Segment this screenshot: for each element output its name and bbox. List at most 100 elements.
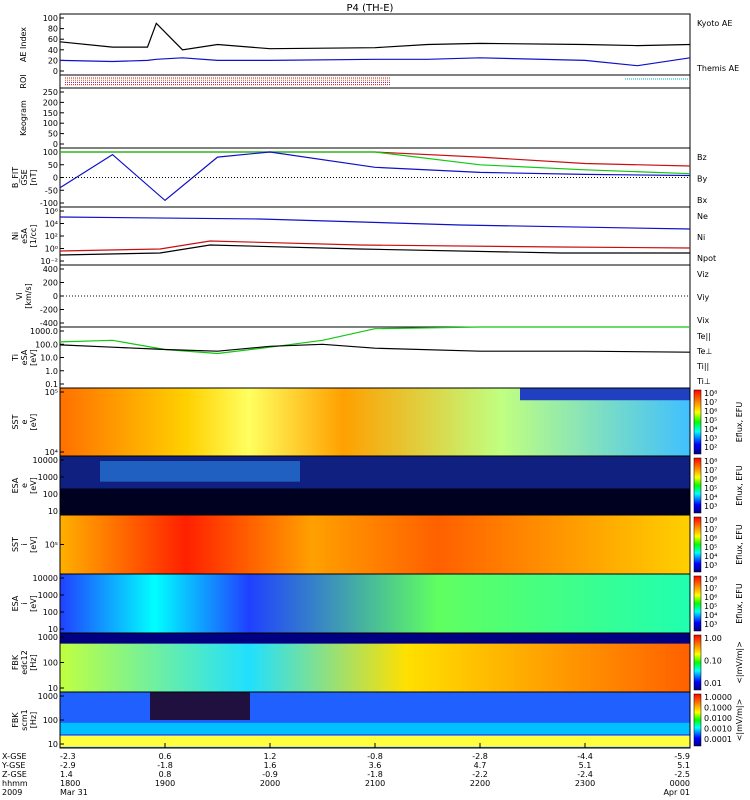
legend-entry: Bz — [697, 153, 707, 162]
panel-ylabel: [km/s] — [24, 283, 33, 309]
panel-ylabel: FBK — [11, 712, 20, 728]
x-axis-row-label: Z-GSE — [2, 770, 27, 779]
y-tick-label: 10⁶ — [45, 207, 58, 216]
x-tick-label: -2.5 — [674, 770, 690, 779]
colorbar-tick: 10⁸ — [704, 516, 717, 525]
y-tick-label: 1000 — [38, 591, 58, 600]
x-tick-label: -0.9 — [262, 770, 278, 779]
colorbar — [693, 634, 702, 691]
x-tick-label: -2.9 — [60, 761, 76, 770]
colorbar-tick: 10⁷ — [704, 466, 717, 475]
colorbar-tick: 1.00 — [704, 634, 722, 643]
colorbar — [693, 575, 702, 632]
series-line-ne — [59, 240, 691, 252]
y-tick-label: 10000 — [33, 456, 58, 465]
legend-entry: Themis AE — [696, 64, 739, 73]
colorbar — [693, 693, 702, 747]
x-tick-label: -2.3 — [60, 752, 76, 761]
x-tick-label: 2300 — [575, 779, 595, 788]
y-tick-label: 0 — [53, 67, 58, 76]
panel-ylabel: [nT] — [29, 169, 38, 185]
y-tick-label: 100.0 — [35, 340, 58, 349]
colorbar-tick: 10⁸ — [704, 575, 717, 584]
panel-ylabel: [1/cc] — [29, 225, 38, 248]
spectrogram-band — [150, 692, 250, 720]
y-tick-label: -50 — [45, 186, 58, 195]
spectrogram-band — [60, 722, 690, 734]
series-line-te-- — [59, 343, 691, 353]
x-tick-label: -5.9 — [674, 752, 690, 761]
x-tick-label: 5.1 — [579, 761, 592, 770]
colorbar-tick: 10⁸ — [704, 389, 717, 398]
x-tick-label: 1.4 — [60, 770, 73, 779]
x-tick-label: -1.8 — [367, 770, 383, 779]
panel-ylabel: ROI — [19, 74, 28, 88]
x-axis-row-label: Y-GSE — [1, 761, 25, 770]
y-tick-label: 200 — [43, 98, 58, 107]
colorbar-tick: 10⁴ — [704, 611, 717, 620]
colorbar-tick: 10³ — [704, 561, 717, 570]
colorbar-tick: 1.0000 — [704, 693, 732, 702]
y-tick-label: 20 — [48, 56, 58, 65]
y-tick-label: 10000 — [33, 574, 58, 583]
x-tick-label: 4.7 — [474, 761, 487, 770]
panel-vi: Vi [km/s] 400 200 0 -200 -400 Viz Viy Vix — [15, 264, 710, 328]
spectrogram-sst_i — [60, 515, 690, 574]
y-tick-label: 10⁵ — [45, 388, 58, 397]
y-tick-label: 10.0 — [40, 354, 58, 363]
x-tick-label: 1.2 — [264, 752, 277, 761]
spectrogram-band — [100, 461, 300, 482]
y-tick-label: 60 — [48, 35, 58, 44]
spectrogram-band — [520, 388, 690, 401]
y-tick-label: 100 — [43, 148, 58, 157]
colorbar-label: <|mV/m|> — [735, 699, 744, 742]
colorbar-tick: 10⁷ — [704, 525, 717, 534]
colorbar — [693, 457, 702, 514]
panel-ylabel: FBK — [11, 654, 20, 670]
panel-ylabel: i — [20, 543, 29, 545]
colorbar-tick: 10⁶ — [704, 407, 717, 416]
panel-ylabel: GSE — [20, 169, 29, 185]
y-tick-label: 50 — [48, 161, 58, 170]
colorbar-tick: 10⁴ — [704, 493, 717, 502]
panel-ylabel: [Hz] — [29, 712, 38, 728]
y-tick-label: 10 — [48, 507, 58, 516]
panel-frame — [59, 206, 691, 266]
x-tick-label: -0.8 — [367, 752, 383, 761]
y-tick-label: 100 — [43, 119, 58, 128]
x-axis-row-label: hhmm — [2, 779, 28, 788]
colorbar-tick: 10³ — [704, 434, 717, 443]
colorbar-label: <|mV/m|> — [735, 641, 744, 684]
panel-ylabel: i — [20, 602, 29, 604]
colorbar-tick: 10⁶ — [704, 593, 717, 602]
x-tick-label: 2200 — [470, 779, 490, 788]
legend-entry: Vix — [697, 316, 710, 325]
legend-entry: Ne — [697, 212, 708, 221]
spectrogram-band — [60, 488, 690, 515]
colorbar-tick: 0.01 — [704, 679, 722, 688]
series-line-by — [60, 151, 691, 175]
y-tick-label: 80 — [48, 25, 58, 34]
legend-entry: Kyoto AE — [697, 19, 732, 28]
colorbar-tick: 10⁵ — [704, 543, 717, 552]
colorbar-label: Eflux, EFU — [735, 465, 744, 506]
y-tick-label: 10⁴ — [45, 448, 58, 457]
colorbar-tick: 10⁴ — [704, 425, 717, 434]
x-tick-label: 2000 — [260, 779, 280, 788]
spectrogram-band — [60, 633, 690, 644]
plot-title: P4 (TH-E) — [347, 3, 394, 14]
x-tick-label: 0.6 — [159, 752, 172, 761]
y-tick-label: -400 — [40, 319, 58, 328]
colorbar-tick: 10⁴ — [704, 552, 717, 561]
panel-ylabel: Ni — [11, 232, 20, 240]
x-tick-label: 0000 — [670, 779, 690, 788]
y-tick-label: 200 — [43, 279, 58, 288]
legend-entry: Bx — [697, 196, 707, 205]
colorbar-tick: 0.0010 — [704, 725, 732, 734]
panel-roi: ROI — [19, 74, 691, 89]
panel-ylabel: scm1 — [20, 709, 29, 730]
